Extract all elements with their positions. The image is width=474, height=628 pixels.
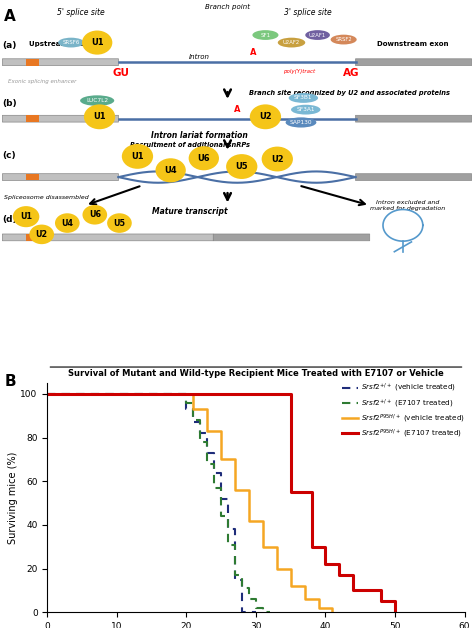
Title: Survival of Mutant and Wild-type Recipient Mice Treated with E7107 or Vehicle: Survival of Mutant and Wild-type Recipie…: [68, 369, 444, 378]
Text: U2: U2: [271, 154, 283, 163]
Circle shape: [226, 154, 257, 179]
Text: (d): (d): [2, 215, 17, 224]
Ellipse shape: [291, 105, 320, 114]
Text: SF3B1: SF3B1: [294, 95, 313, 100]
Text: U6: U6: [198, 154, 210, 163]
Text: U6: U6: [89, 210, 101, 219]
Bar: [26, 116, 39, 122]
Ellipse shape: [278, 38, 305, 48]
FancyBboxPatch shape: [356, 59, 472, 65]
Text: U2AF2: U2AF2: [283, 40, 300, 45]
Bar: [26, 234, 39, 241]
Bar: [26, 174, 39, 180]
FancyBboxPatch shape: [356, 116, 472, 122]
Ellipse shape: [80, 95, 114, 106]
Text: SRSF2: SRSF2: [335, 37, 352, 42]
Text: 5' splice site: 5' splice site: [57, 8, 104, 17]
Bar: [26, 59, 39, 65]
Circle shape: [13, 206, 39, 227]
FancyBboxPatch shape: [2, 116, 118, 122]
Text: U1: U1: [131, 152, 144, 161]
Text: Branch site recognized by U2 and associated proteins: Branch site recognized by U2 and associa…: [249, 90, 450, 96]
Text: (a): (a): [2, 41, 17, 50]
Text: SF3A1: SF3A1: [296, 107, 315, 112]
Text: SRSF6: SRSF6: [63, 40, 80, 45]
FancyBboxPatch shape: [2, 59, 118, 65]
Text: SF1: SF1: [260, 33, 271, 38]
Ellipse shape: [58, 38, 84, 48]
Text: AG: AG: [343, 68, 359, 78]
Circle shape: [82, 205, 107, 225]
Ellipse shape: [331, 35, 357, 45]
Circle shape: [82, 31, 112, 55]
Text: Branch point: Branch point: [205, 4, 250, 11]
Text: U1: U1: [20, 212, 32, 221]
Circle shape: [155, 158, 186, 182]
Ellipse shape: [285, 117, 317, 127]
Text: U4: U4: [164, 166, 177, 175]
Circle shape: [122, 144, 153, 169]
Circle shape: [84, 104, 115, 129]
FancyBboxPatch shape: [213, 234, 370, 241]
Text: A: A: [250, 48, 257, 57]
Circle shape: [262, 146, 293, 171]
Text: Intron excluded and
marked for degradation: Intron excluded and marked for degradati…: [370, 200, 445, 211]
Text: Downstream exon: Downstream exon: [377, 41, 448, 47]
Text: SAP130: SAP130: [290, 120, 312, 125]
Text: Intron: Intron: [189, 54, 210, 60]
FancyBboxPatch shape: [2, 234, 213, 241]
Legend: $Srsf2^{+/+}$ (vehicle treated), $Srsf2^{+/+}$ (E7107 treated), $Srsf2^{P95H/+}$: $Srsf2^{+/+}$ (vehicle treated), $Srsf2^…: [342, 382, 465, 440]
Circle shape: [55, 214, 80, 233]
Text: U5: U5: [113, 219, 126, 227]
Text: Intron lariat formation: Intron lariat formation: [151, 131, 247, 139]
Text: A: A: [234, 105, 240, 114]
Text: U1: U1: [93, 112, 106, 121]
Circle shape: [29, 225, 54, 244]
Text: Spliceosome disassembled: Spliceosome disassembled: [4, 195, 89, 200]
Circle shape: [189, 146, 219, 170]
Text: 3' splice site: 3' splice site: [284, 8, 332, 17]
Text: poly(Y)tract: poly(Y)tract: [283, 68, 315, 73]
Text: A: A: [4, 9, 16, 24]
FancyBboxPatch shape: [356, 174, 472, 180]
Ellipse shape: [289, 93, 318, 103]
Text: (b): (b): [2, 99, 17, 107]
Text: U4: U4: [61, 219, 73, 227]
Text: Mature transcript: Mature transcript: [152, 207, 228, 216]
Text: U2AF1: U2AF1: [309, 33, 326, 38]
Text: U2: U2: [36, 230, 48, 239]
Text: Upstream exon: Upstream exon: [29, 41, 90, 47]
FancyBboxPatch shape: [2, 174, 118, 180]
Text: Exonic splicing enhancer: Exonic splicing enhancer: [9, 79, 77, 84]
Text: (c): (c): [2, 151, 16, 160]
Circle shape: [250, 104, 281, 129]
Y-axis label: Surviving mice (%): Surviving mice (%): [8, 452, 18, 544]
Text: LUC7L2: LUC7L2: [86, 98, 108, 103]
Text: U2: U2: [259, 112, 272, 121]
Text: Recruitment of additional snRPs: Recruitment of additional snRPs: [129, 142, 250, 148]
Text: B: B: [5, 374, 17, 389]
Text: U1: U1: [91, 38, 103, 47]
Ellipse shape: [252, 30, 279, 40]
Circle shape: [107, 214, 132, 233]
Text: U5: U5: [236, 162, 248, 171]
Ellipse shape: [305, 30, 330, 40]
Text: GU: GU: [112, 68, 129, 78]
